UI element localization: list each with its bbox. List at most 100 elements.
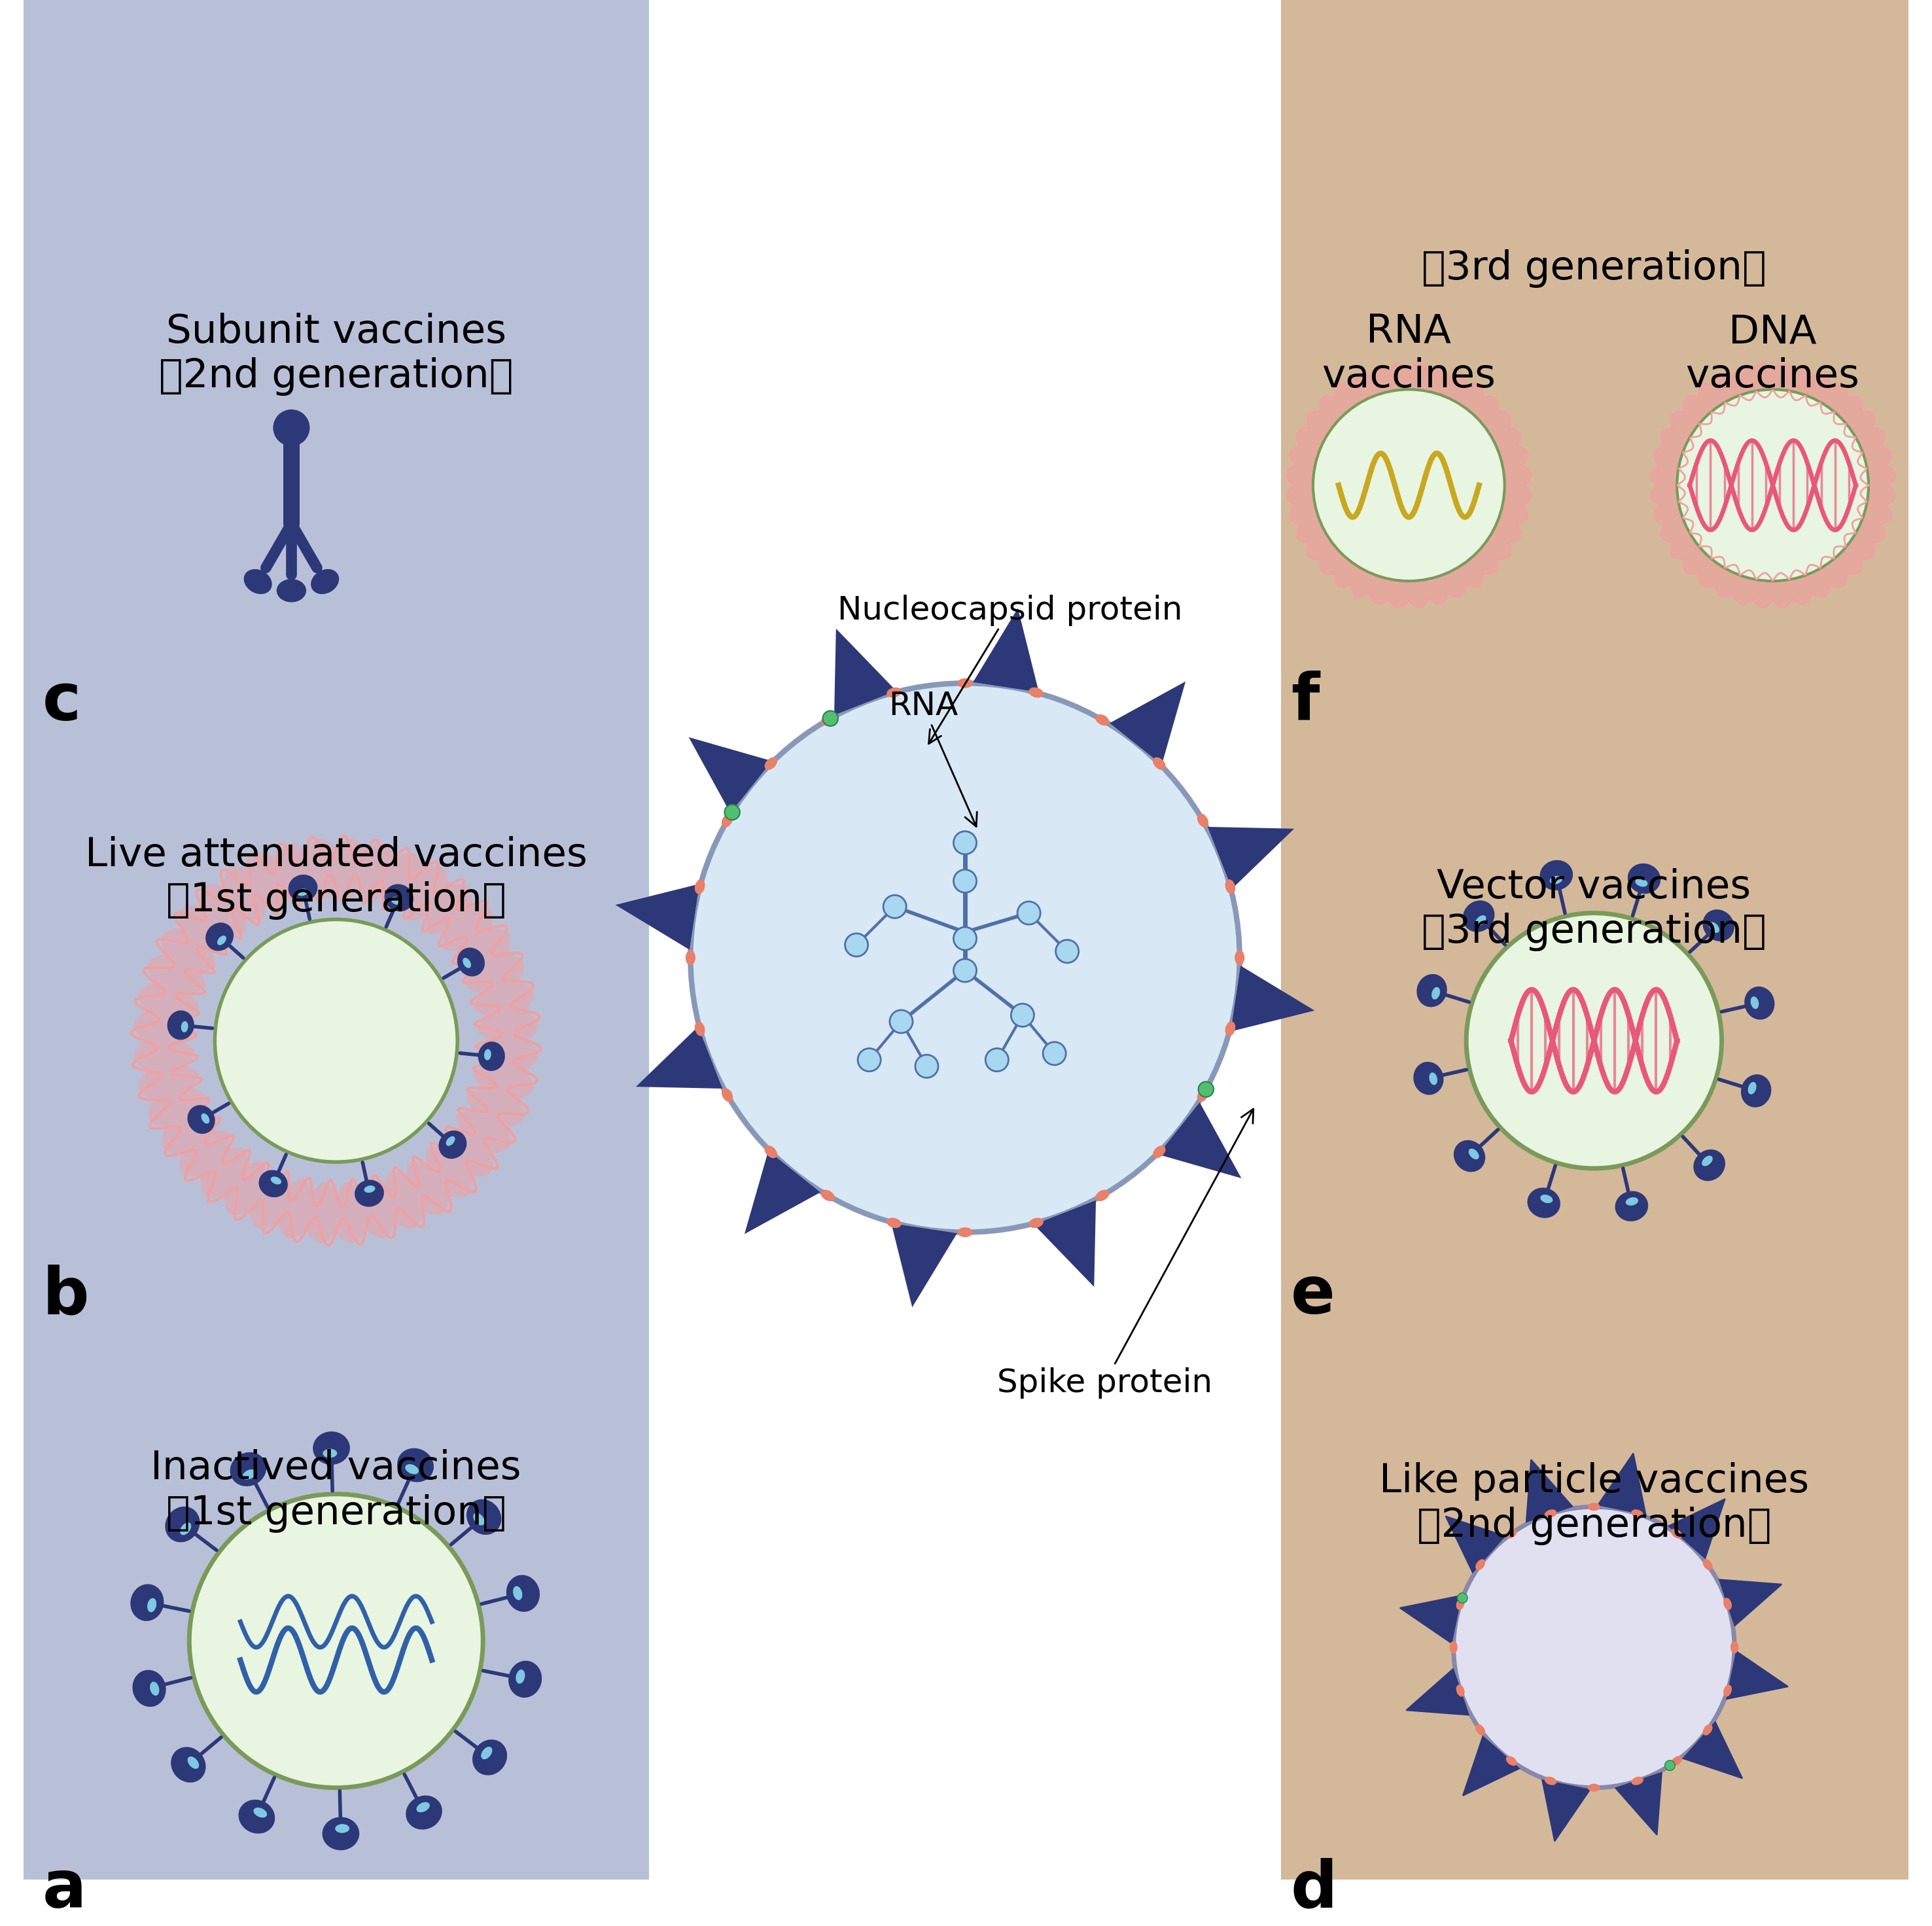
Circle shape <box>274 410 309 445</box>
Polygon shape <box>618 886 697 948</box>
Polygon shape <box>893 1225 956 1306</box>
Ellipse shape <box>686 951 696 965</box>
PathPatch shape <box>1650 364 1895 607</box>
Ellipse shape <box>147 1599 156 1612</box>
Text: d: d <box>1291 1859 1337 1922</box>
Ellipse shape <box>417 1803 429 1812</box>
Circle shape <box>891 1009 912 1032</box>
Ellipse shape <box>390 898 402 905</box>
Ellipse shape <box>1225 880 1235 894</box>
Circle shape <box>954 832 976 855</box>
Ellipse shape <box>259 1171 288 1196</box>
Ellipse shape <box>1198 1088 1208 1102</box>
Ellipse shape <box>1030 1219 1043 1227</box>
Ellipse shape <box>1633 1510 1642 1518</box>
Ellipse shape <box>1741 1075 1770 1107</box>
Polygon shape <box>1406 1670 1468 1714</box>
Ellipse shape <box>398 1448 433 1481</box>
Ellipse shape <box>1745 988 1774 1019</box>
Ellipse shape <box>1476 1560 1486 1570</box>
Circle shape <box>1665 1760 1675 1770</box>
Ellipse shape <box>765 757 777 770</box>
Ellipse shape <box>1704 911 1733 940</box>
Ellipse shape <box>458 948 485 976</box>
Ellipse shape <box>1546 1510 1555 1518</box>
Ellipse shape <box>1671 1529 1681 1539</box>
Polygon shape <box>1036 1202 1095 1285</box>
Ellipse shape <box>1153 757 1165 770</box>
Ellipse shape <box>765 1146 777 1158</box>
Ellipse shape <box>1540 861 1573 890</box>
Ellipse shape <box>201 1113 209 1123</box>
Circle shape <box>985 1048 1009 1071</box>
Polygon shape <box>1401 1595 1461 1643</box>
Ellipse shape <box>230 1452 267 1485</box>
Ellipse shape <box>887 1219 900 1227</box>
Polygon shape <box>638 1028 721 1088</box>
Ellipse shape <box>243 570 272 593</box>
Ellipse shape <box>313 1433 350 1464</box>
Ellipse shape <box>276 580 305 601</box>
Text: a: a <box>43 1859 87 1922</box>
Ellipse shape <box>696 880 705 894</box>
Polygon shape <box>1209 828 1293 888</box>
Ellipse shape <box>1588 1504 1600 1510</box>
Ellipse shape <box>240 1801 274 1834</box>
Ellipse shape <box>311 570 338 593</box>
Text: Like particle vaccines
（2nd generation）: Like particle vaccines （2nd generation） <box>1379 1462 1808 1545</box>
Text: f: f <box>1291 670 1320 734</box>
Text: e: e <box>1291 1263 1335 1327</box>
Circle shape <box>1043 1042 1066 1065</box>
Polygon shape <box>1669 1498 1725 1558</box>
Ellipse shape <box>270 1177 282 1184</box>
Ellipse shape <box>723 1088 732 1102</box>
Ellipse shape <box>187 1757 199 1768</box>
Ellipse shape <box>1723 1685 1731 1697</box>
Ellipse shape <box>1634 878 1648 886</box>
Ellipse shape <box>1153 1146 1165 1158</box>
Ellipse shape <box>243 1470 255 1479</box>
Polygon shape <box>1233 967 1312 1030</box>
Ellipse shape <box>723 815 732 826</box>
Ellipse shape <box>1750 996 1758 1009</box>
Ellipse shape <box>1615 1192 1648 1221</box>
Polygon shape <box>1719 1579 1781 1626</box>
Ellipse shape <box>1546 1778 1555 1785</box>
Circle shape <box>954 926 976 950</box>
Ellipse shape <box>182 1021 187 1032</box>
Text: b: b <box>43 1263 89 1327</box>
Ellipse shape <box>323 1818 359 1849</box>
Polygon shape <box>1159 1104 1240 1177</box>
Ellipse shape <box>1455 1140 1484 1171</box>
Polygon shape <box>690 740 771 811</box>
Ellipse shape <box>821 715 835 726</box>
Ellipse shape <box>516 1670 526 1683</box>
PathPatch shape <box>133 838 539 1242</box>
Ellipse shape <box>479 1042 504 1071</box>
Ellipse shape <box>508 1662 541 1697</box>
Circle shape <box>954 959 976 982</box>
Ellipse shape <box>166 1508 199 1541</box>
FancyBboxPatch shape <box>649 0 1281 1880</box>
Ellipse shape <box>473 1514 485 1525</box>
Circle shape <box>844 934 867 957</box>
Ellipse shape <box>1451 1641 1457 1653</box>
Polygon shape <box>1463 1737 1519 1795</box>
Ellipse shape <box>958 678 972 688</box>
Ellipse shape <box>1198 815 1208 826</box>
Ellipse shape <box>355 1181 383 1206</box>
Ellipse shape <box>1457 1685 1464 1697</box>
Circle shape <box>724 805 740 820</box>
Ellipse shape <box>1235 951 1244 965</box>
Polygon shape <box>1526 1460 1573 1522</box>
Circle shape <box>690 684 1240 1233</box>
Ellipse shape <box>290 874 317 901</box>
Ellipse shape <box>323 1448 336 1458</box>
Ellipse shape <box>1710 923 1719 932</box>
Circle shape <box>858 1048 881 1071</box>
Ellipse shape <box>1704 1726 1712 1735</box>
Circle shape <box>1055 940 1078 963</box>
Ellipse shape <box>1414 1063 1443 1094</box>
Ellipse shape <box>151 1681 158 1695</box>
Ellipse shape <box>1625 1198 1638 1206</box>
